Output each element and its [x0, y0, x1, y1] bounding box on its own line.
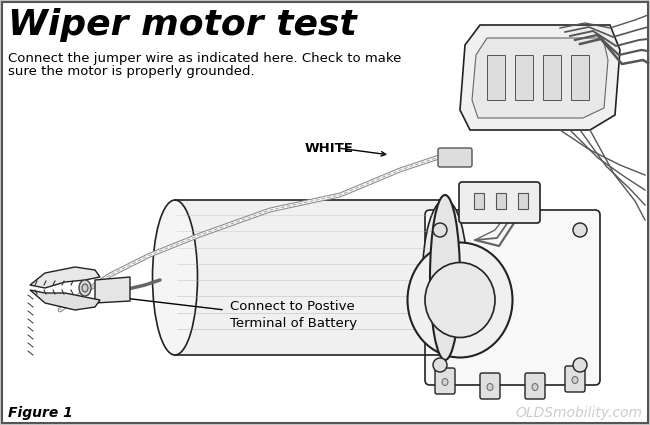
FancyBboxPatch shape — [438, 148, 472, 167]
Ellipse shape — [82, 284, 88, 292]
Polygon shape — [472, 38, 608, 118]
Polygon shape — [30, 267, 100, 288]
Text: OLDSmobility.com: OLDSmobility.com — [515, 406, 642, 420]
Polygon shape — [95, 277, 130, 303]
Ellipse shape — [433, 358, 447, 372]
Text: Figure 1: Figure 1 — [8, 406, 73, 420]
FancyBboxPatch shape — [565, 366, 585, 392]
Text: Wiper motor test: Wiper motor test — [8, 8, 357, 42]
Ellipse shape — [442, 379, 448, 385]
Ellipse shape — [572, 377, 578, 383]
FancyBboxPatch shape — [525, 373, 545, 399]
Ellipse shape — [573, 223, 587, 237]
Ellipse shape — [430, 195, 460, 360]
Text: Connect to Postive
Terminal of Battery: Connect to Postive Terminal of Battery — [230, 300, 357, 330]
Ellipse shape — [532, 383, 538, 391]
Ellipse shape — [79, 280, 91, 296]
Ellipse shape — [487, 383, 493, 391]
Ellipse shape — [433, 223, 447, 237]
Bar — [496, 193, 506, 209]
FancyBboxPatch shape — [425, 210, 600, 385]
Ellipse shape — [408, 243, 512, 357]
Text: WHITE: WHITE — [305, 142, 354, 155]
Bar — [474, 193, 484, 209]
Bar — [175, 200, 445, 355]
Bar — [487, 55, 505, 100]
FancyBboxPatch shape — [480, 373, 500, 399]
Ellipse shape — [153, 200, 198, 355]
Ellipse shape — [573, 358, 587, 372]
Bar — [571, 55, 589, 100]
Text: sure the motor is properly grounded.: sure the motor is properly grounded. — [8, 65, 255, 78]
Ellipse shape — [422, 200, 467, 355]
Text: Connect the jumper wire as indicated here. Check to make: Connect the jumper wire as indicated her… — [8, 52, 402, 65]
Bar — [543, 55, 561, 100]
Polygon shape — [30, 290, 100, 310]
Ellipse shape — [425, 263, 495, 337]
FancyBboxPatch shape — [459, 182, 540, 223]
Polygon shape — [460, 25, 620, 130]
Bar — [515, 55, 533, 100]
Bar — [518, 193, 528, 209]
FancyBboxPatch shape — [435, 368, 455, 394]
